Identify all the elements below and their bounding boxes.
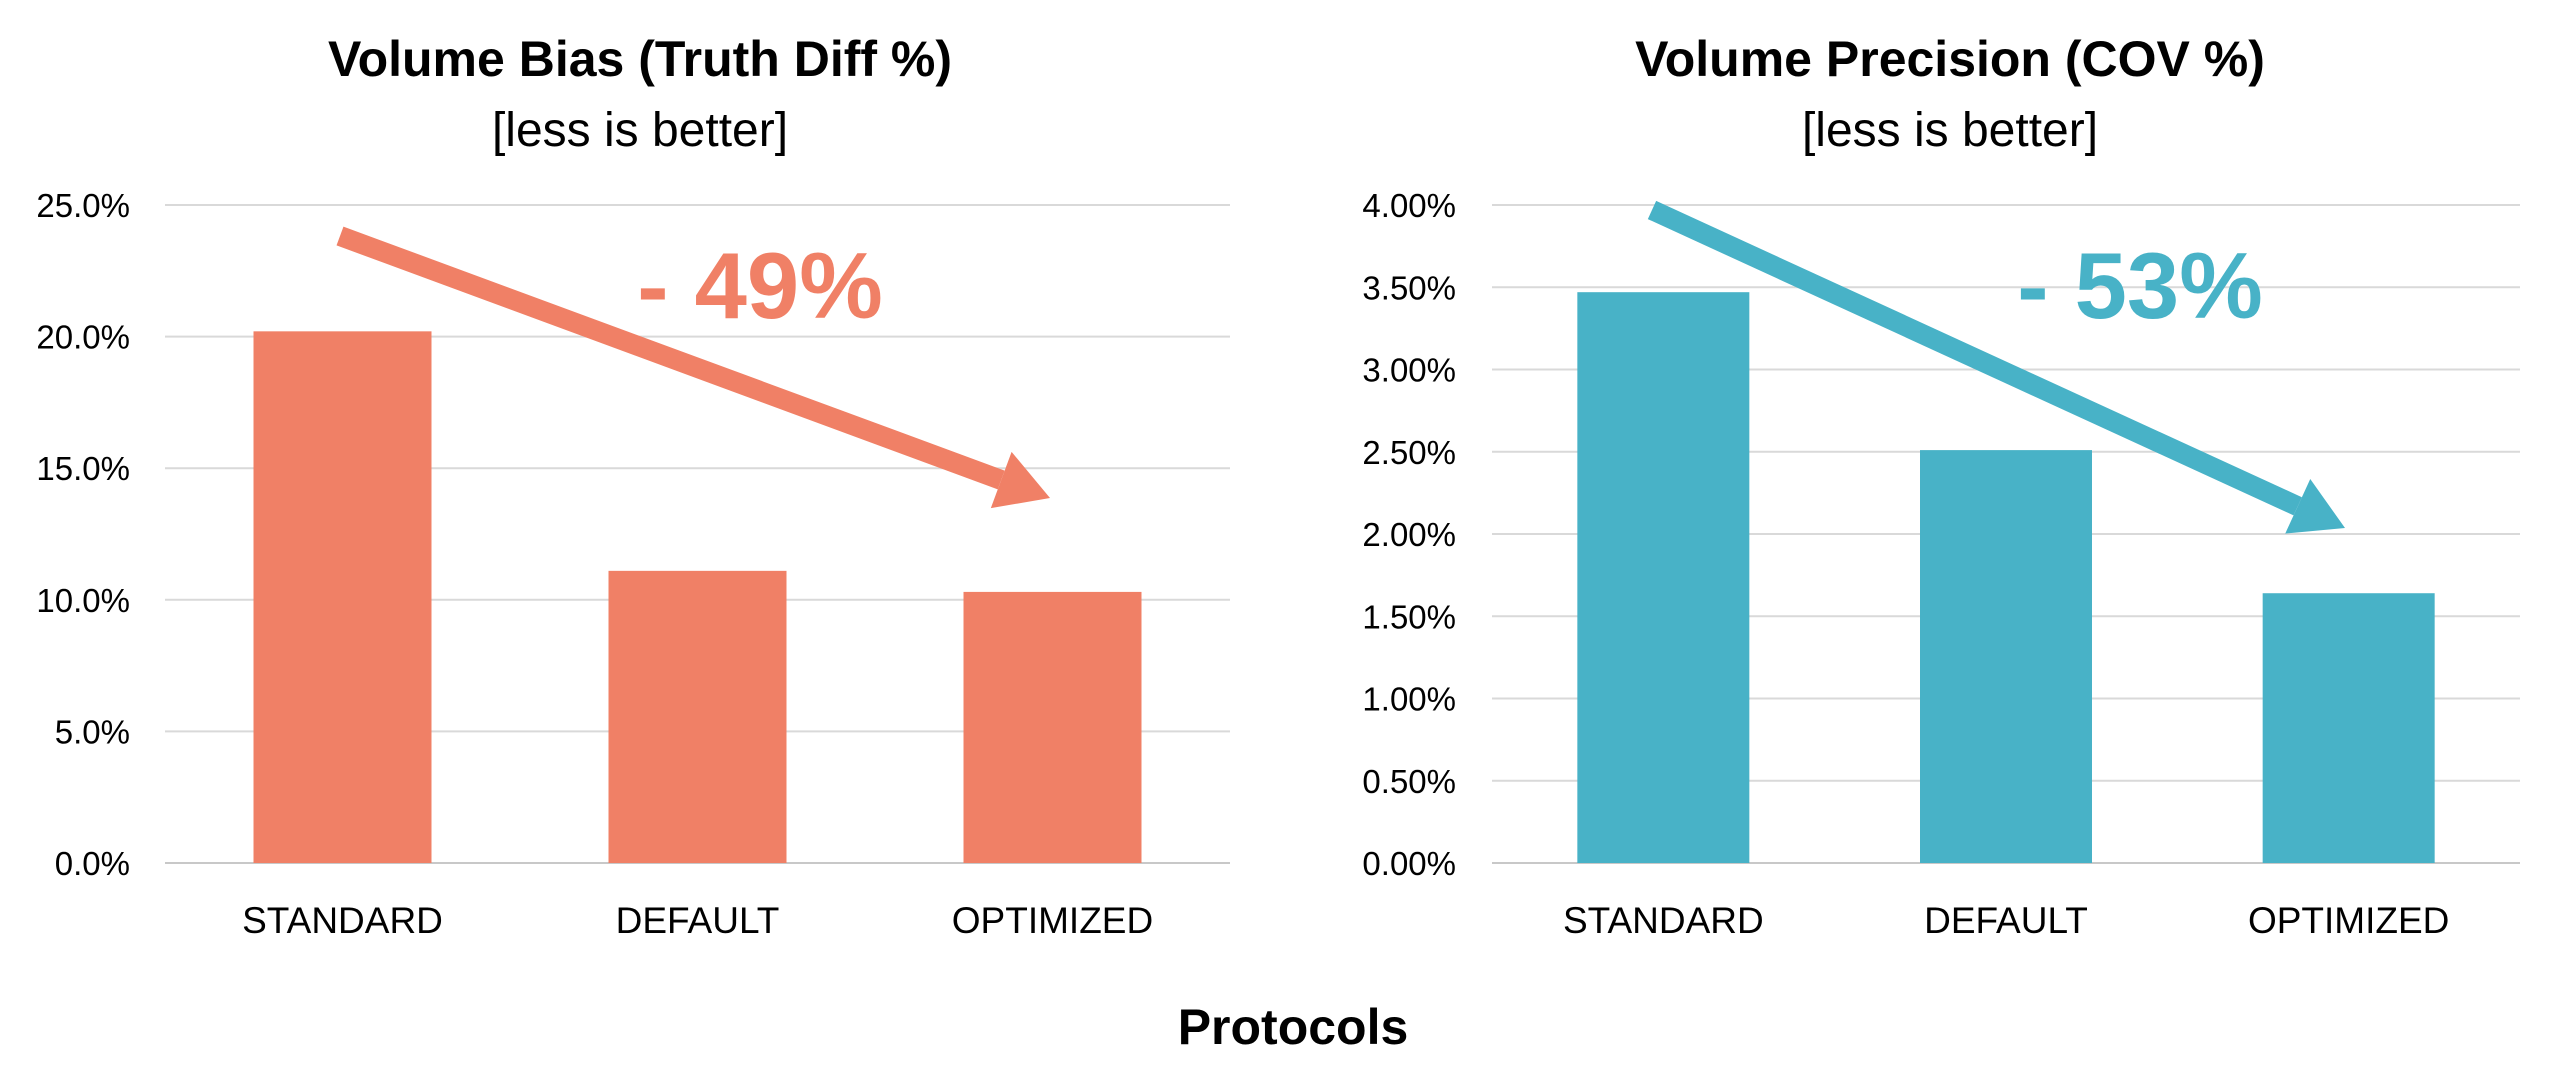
trend-arrow-head bbox=[2285, 479, 2345, 534]
x-tick-label: OPTIMIZED bbox=[952, 900, 1153, 941]
bar-standard bbox=[253, 331, 432, 863]
volume-bias-chart: Volume Bias (Truth Diff %) [less is bett… bbox=[36, 31, 1230, 941]
y-tick-label: 5.0% bbox=[55, 713, 130, 750]
bars bbox=[253, 331, 1142, 863]
bar-optimized bbox=[963, 591, 1142, 863]
trend-arrow bbox=[1647, 200, 2345, 534]
x-axis-ticks: STANDARD DEFAULT OPTIMIZED bbox=[1563, 900, 2449, 941]
y-tick-label: 15.0% bbox=[36, 450, 130, 487]
y-axis-ticks: 0.00% 0.50% 1.00% 1.50% 2.00% 2.50% 3.00% 3.50%… bbox=[1362, 187, 1456, 882]
bar-default bbox=[1920, 450, 2092, 863]
x-tick-label: DEFAULT bbox=[1924, 900, 2088, 941]
x-tick-label: DEFAULT bbox=[616, 900, 780, 941]
chart-subtitle: [less is better] bbox=[492, 104, 788, 157]
y-tick-label: 2.50% bbox=[1362, 434, 1456, 471]
x-axis-ticks: STANDARD DEFAULT OPTIMIZED bbox=[242, 900, 1153, 941]
y-tick-label: 25.0% bbox=[36, 187, 130, 224]
trend-arrow-head bbox=[990, 451, 1050, 509]
y-tick-label: 0.0% bbox=[55, 845, 130, 882]
trend-arrow-shaft bbox=[1647, 200, 2302, 516]
x-tick-label: OPTIMIZED bbox=[2248, 900, 2449, 941]
y-tick-label: 2.00% bbox=[1362, 516, 1456, 553]
chart-subtitle: [less is better] bbox=[1802, 104, 2098, 157]
volume-precision-chart: Volume Precision (COV %) [less is better… bbox=[1362, 31, 2520, 941]
x-axis-label: Protocols bbox=[1178, 999, 1409, 1055]
chart-title: Volume Precision (COV %) bbox=[1635, 31, 2265, 87]
y-tick-label: 4.00% bbox=[1362, 187, 1456, 224]
bar-standard bbox=[1577, 292, 1750, 863]
y-tick-label: 3.00% bbox=[1362, 352, 1456, 389]
y-axis-ticks: 0.0% 5.0% 10.0% 15.0% 20.0% 25.0% bbox=[36, 187, 130, 882]
y-tick-label: 0.00% bbox=[1362, 845, 1456, 882]
y-tick-label: 3.50% bbox=[1362, 269, 1456, 306]
y-tick-label: 0.50% bbox=[1362, 763, 1456, 800]
y-tick-label: 10.0% bbox=[36, 582, 130, 619]
chart-title: Volume Bias (Truth Diff %) bbox=[328, 31, 952, 87]
reduction-annotation: - 49% bbox=[637, 233, 883, 338]
bars bbox=[1577, 292, 2435, 863]
reduction-annotation: - 53% bbox=[2017, 233, 2263, 338]
bar-optimized bbox=[2262, 593, 2435, 863]
trend-arrow bbox=[336, 226, 1050, 509]
trend-arrow-shaft bbox=[336, 226, 1005, 490]
y-tick-label: 20.0% bbox=[36, 319, 130, 356]
x-tick-label: STANDARD bbox=[1563, 900, 1764, 941]
y-tick-label: 1.00% bbox=[1362, 681, 1456, 718]
y-tick-label: 1.50% bbox=[1362, 598, 1456, 635]
bar-default bbox=[608, 570, 787, 863]
x-tick-label: STANDARD bbox=[242, 900, 443, 941]
